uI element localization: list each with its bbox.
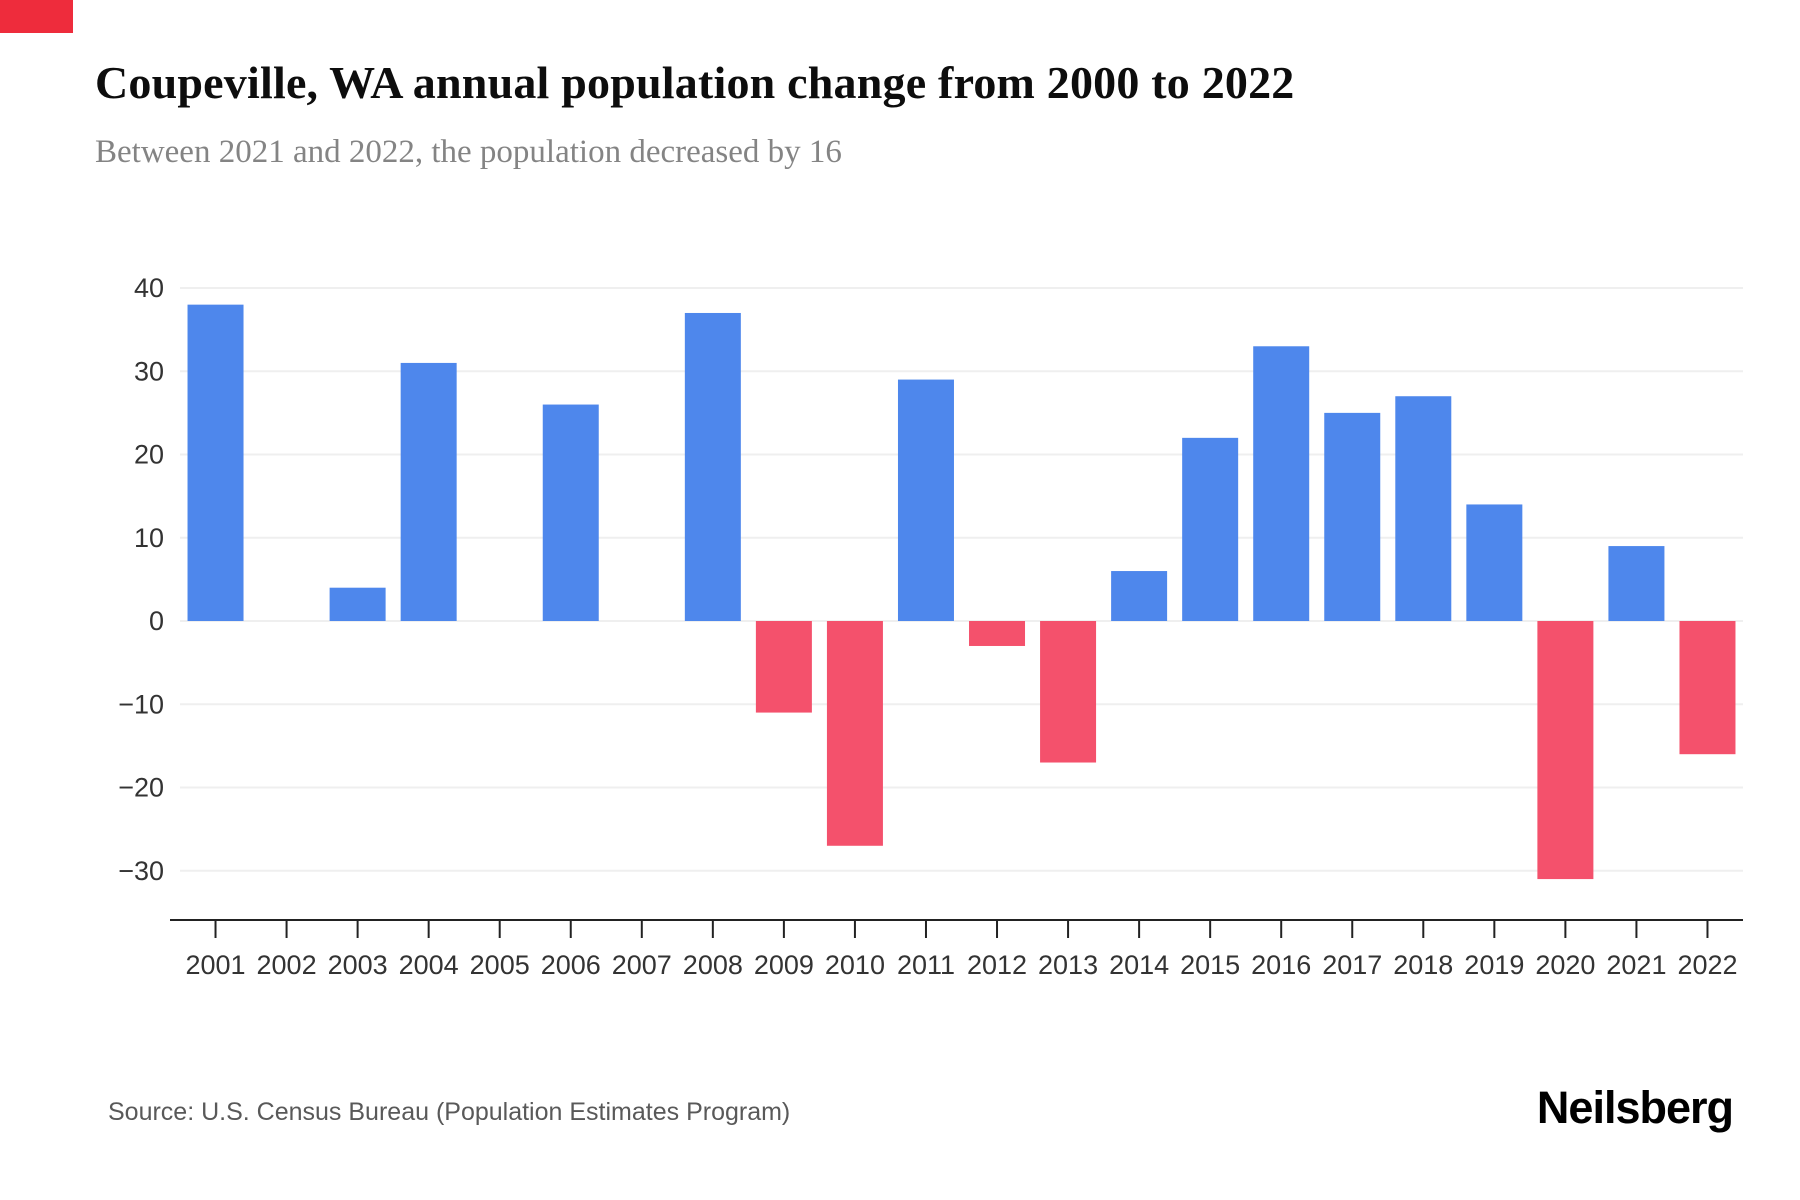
bar-2013 <box>1040 621 1097 763</box>
bar-2015 <box>1182 437 1239 621</box>
x-axis-label: 2017 <box>1322 950 1382 980</box>
x-axis-label: 2013 <box>1038 950 1098 980</box>
bar-2021 <box>1608 546 1665 621</box>
y-axis-tick-label: −10 <box>118 689 164 719</box>
y-axis-tick-label: 20 <box>134 440 164 470</box>
brand-logo: Neilsberg <box>1536 1082 1734 1133</box>
x-axis-label: 2018 <box>1393 950 1453 980</box>
bar-2011 <box>897 379 954 621</box>
x-axis-label: 2015 <box>1180 950 1240 980</box>
y-axis-tick-label: −20 <box>118 773 164 803</box>
x-axis-label: 2008 <box>683 950 743 980</box>
x-axis-label: 2005 <box>470 950 530 980</box>
chart-subtitle: Between 2021 and 2022, the population de… <box>95 134 842 170</box>
source-note: Source: U.S. Census Bureau (Population E… <box>108 1098 791 1126</box>
y-axis-tick-label: 40 <box>134 273 164 303</box>
bar-2018 <box>1395 396 1452 621</box>
chart-title: Coupeville, WA annual population change … <box>95 57 1295 108</box>
bar-2014 <box>1111 571 1168 621</box>
bar-2017 <box>1324 412 1381 621</box>
bar-2001 <box>187 304 244 621</box>
y-axis-tick-label: −30 <box>118 856 164 886</box>
bar-2008 <box>684 312 741 621</box>
x-axis-label: 2003 <box>328 950 388 980</box>
bar-2006 <box>542 404 599 621</box>
x-axis-label: 2022 <box>1677 950 1737 980</box>
x-axis-label: 2012 <box>967 950 1027 980</box>
x-axis-label: 2004 <box>399 950 459 980</box>
x-axis-label: 2001 <box>185 950 245 980</box>
bar-2003 <box>329 587 386 621</box>
bar-2020 <box>1537 621 1594 880</box>
brand-accent-bar <box>0 0 73 33</box>
bar-2019 <box>1466 504 1523 621</box>
x-axis-label: 2006 <box>541 950 601 980</box>
x-axis-label: 2019 <box>1464 950 1524 980</box>
x-axis-label: 2009 <box>754 950 814 980</box>
x-axis-label: 2020 <box>1535 950 1595 980</box>
x-axis-label: 2007 <box>612 950 672 980</box>
bar-2010 <box>826 621 883 846</box>
x-axis-label: 2014 <box>1109 950 1169 980</box>
x-axis-label: 2010 <box>825 950 885 980</box>
x-axis-label: 2011 <box>897 950 955 980</box>
y-axis-tick-label: 10 <box>134 523 164 553</box>
x-axis-label: 2021 <box>1606 950 1666 980</box>
bar-2016 <box>1253 346 1310 621</box>
bar-2012 <box>969 621 1026 646</box>
y-axis-tick-label: 30 <box>134 356 164 386</box>
bar-2009 <box>755 621 812 713</box>
bar-2004 <box>400 362 457 621</box>
x-axis-label: 2016 <box>1251 950 1311 980</box>
bar-2022 <box>1679 621 1736 755</box>
y-axis-tick-label: 0 <box>149 606 164 636</box>
x-axis-label: 2002 <box>257 950 317 980</box>
